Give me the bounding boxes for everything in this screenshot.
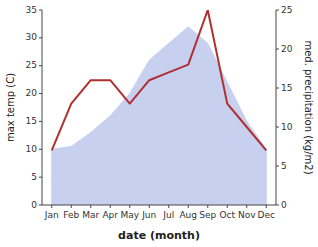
x-tick-label: Jan <box>44 210 59 220</box>
y-tick-label: 20 <box>26 88 38 98</box>
y-tick-label: 0 <box>31 200 37 210</box>
y-tick-label: 15 <box>26 116 37 126</box>
x-tick <box>207 205 208 208</box>
x-tick-label: Sep <box>199 210 216 220</box>
x-tick <box>129 205 130 208</box>
y-tick-label: 10 <box>26 144 38 154</box>
y2-tick-label: 25 <box>281 5 292 15</box>
y-axis-line <box>42 10 43 205</box>
x-tick-label: Jun <box>141 210 156 220</box>
y-tick <box>39 205 42 206</box>
x-tick-label: Feb <box>63 210 79 220</box>
y-tick <box>39 10 42 11</box>
x-tick-label: May <box>120 210 139 220</box>
x-tick-label: Jul <box>162 210 174 220</box>
y-tick-label: 5 <box>31 172 37 182</box>
x-tick <box>168 205 169 208</box>
y2-axis-line <box>276 10 277 205</box>
y-tick <box>39 177 42 178</box>
x-tick <box>110 205 111 208</box>
y2-tick <box>276 10 279 11</box>
y-tick-label: 25 <box>26 60 37 70</box>
x-tick <box>51 205 52 208</box>
x-tick <box>90 205 91 208</box>
y2-tick-label: 20 <box>281 44 293 54</box>
y-tick <box>39 93 42 94</box>
y-axis-title: max temp (C) <box>5 73 16 142</box>
y2-tick <box>276 88 279 89</box>
x-tick <box>188 205 189 208</box>
x-tick-label: Dec <box>258 210 275 220</box>
x-tick <box>266 205 267 208</box>
x-tick <box>71 205 72 208</box>
y2-tick <box>276 49 279 50</box>
x-tick-label: Aug <box>179 210 197 220</box>
x-axis-line <box>42 205 276 206</box>
axes: 051015202530350510152025JanFebMarAprMayJ… <box>26 5 293 221</box>
chart: 051015202530350510152025JanFebMarAprMayJ… <box>0 0 318 247</box>
data-area <box>52 10 267 205</box>
y-tick <box>39 37 42 38</box>
y-tick <box>39 121 42 122</box>
temperature-area <box>52 27 267 205</box>
y2-tick <box>276 166 279 167</box>
y2-axis-title: med. precipitation (kg/m2) <box>303 40 314 174</box>
x-tick <box>246 205 247 208</box>
x-tick-label: Oct <box>219 210 235 220</box>
x-tick <box>227 205 228 208</box>
x-tick-label: Mar <box>82 210 99 220</box>
x-axis-title: date (month) <box>118 229 200 242</box>
y-tick-label: 30 <box>26 32 38 42</box>
y2-tick-label: 10 <box>281 122 293 132</box>
x-tick <box>149 205 150 208</box>
x-tick-label: Nov <box>238 210 256 220</box>
y2-tick-label: 15 <box>281 83 292 93</box>
y2-tick-label: 0 <box>281 200 287 210</box>
precipitation-line <box>52 10 267 150</box>
x-tick-label: Apr <box>102 210 118 220</box>
y2-tick <box>276 205 279 206</box>
y2-tick <box>276 127 279 128</box>
y-tick-label: 35 <box>26 5 37 15</box>
y-tick <box>39 149 42 150</box>
y-tick <box>39 65 42 66</box>
y2-tick-label: 5 <box>281 161 287 171</box>
